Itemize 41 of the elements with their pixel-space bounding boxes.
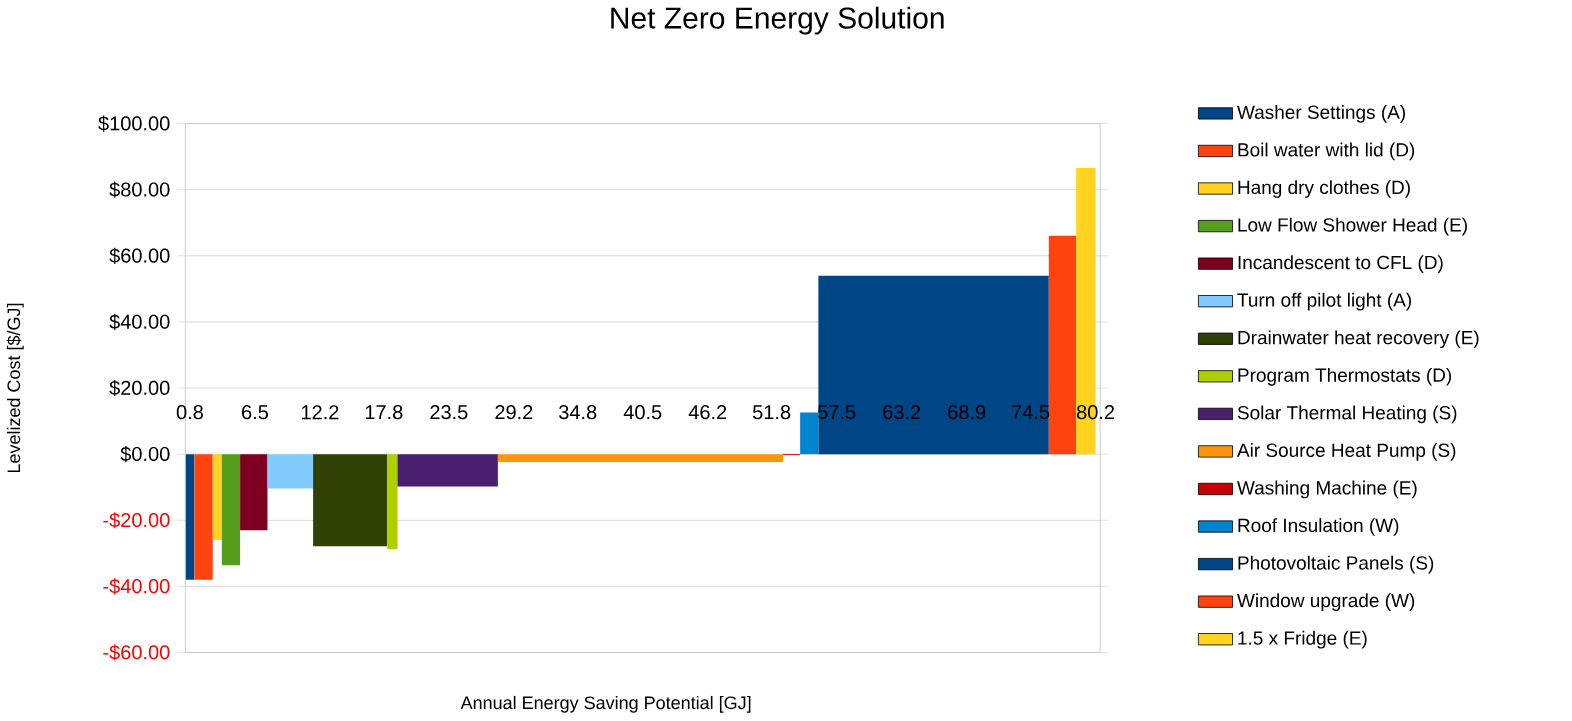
legend-label: Window upgrade (W): [1237, 593, 1415, 611]
y-tick-label: -$60.00: [103, 644, 170, 661]
legend-label: Program Thermostats (D): [1238, 367, 1452, 386]
y-tick-label: $20.00: [109, 379, 170, 396]
y-tick-label: $60.00: [109, 247, 170, 264]
x-tick-label: 40.5: [623, 404, 662, 420]
legend-label: Hang dry clothes (D): [1238, 179, 1410, 198]
x-tick-label: 63.2: [883, 404, 921, 420]
legend-label: Roof Insulation (W): [1238, 517, 1399, 536]
x-tick-label: 17.8: [365, 404, 403, 420]
legend-label: 1.5 x Fridge (E): [1238, 630, 1367, 649]
x-tick-label: 46.2: [688, 404, 727, 420]
y-axis-title: Levelized Cost [$/GJ]: [6, 303, 24, 472]
y-tick-label: $100.00: [98, 115, 170, 132]
chart-title: Net Zero Energy Solution: [611, 6, 944, 35]
x-tick-label: 0.8: [176, 404, 203, 420]
legend-label: Drainwater heat recovery (E): [1238, 330, 1479, 348]
x-tick-label: 34.8: [559, 404, 597, 420]
x-tick-label: 51.8: [752, 404, 791, 420]
x-tick-label: 57.5: [818, 404, 856, 419]
y-tick-label: $80.00: [109, 181, 170, 198]
y-tick-label: $0.00: [120, 445, 170, 463]
y-tick-label: $40.00: [109, 313, 170, 330]
x-tick-label: 68.9: [948, 404, 986, 420]
x-axis-title: Annual Energy Saving Potential [GJ]: [460, 695, 751, 713]
x-tick-label: 23.5: [430, 404, 468, 420]
legend-label: Incandescent to CFL (D): [1238, 255, 1443, 273]
legend-label: Solar Thermal Heating (S): [1237, 405, 1457, 423]
legend-label: Washing Machine (E): [1237, 480, 1417, 499]
legend-label: Air Source Heat Pump (S): [1236, 442, 1456, 461]
legend-label: Photovoltaic Panels (S): [1238, 555, 1434, 574]
x-tick-label: 29.2: [495, 404, 533, 420]
legend-label: Low Flow Shower Head (E): [1238, 217, 1467, 236]
y-tick-label: -$20.00: [103, 511, 170, 529]
x-tick-label: 12.2: [302, 404, 339, 419]
y-tick-label: -$40.00: [103, 578, 170, 595]
legend-label: Boil water with lid (D): [1238, 142, 1415, 161]
legend-label: Turn off pilot light (A): [1237, 292, 1411, 311]
x-tick-label: 80.2: [1076, 404, 1115, 420]
x-tick-label: 6.5: [242, 404, 268, 420]
legend-label: Washer Settings (A): [1237, 104, 1405, 123]
